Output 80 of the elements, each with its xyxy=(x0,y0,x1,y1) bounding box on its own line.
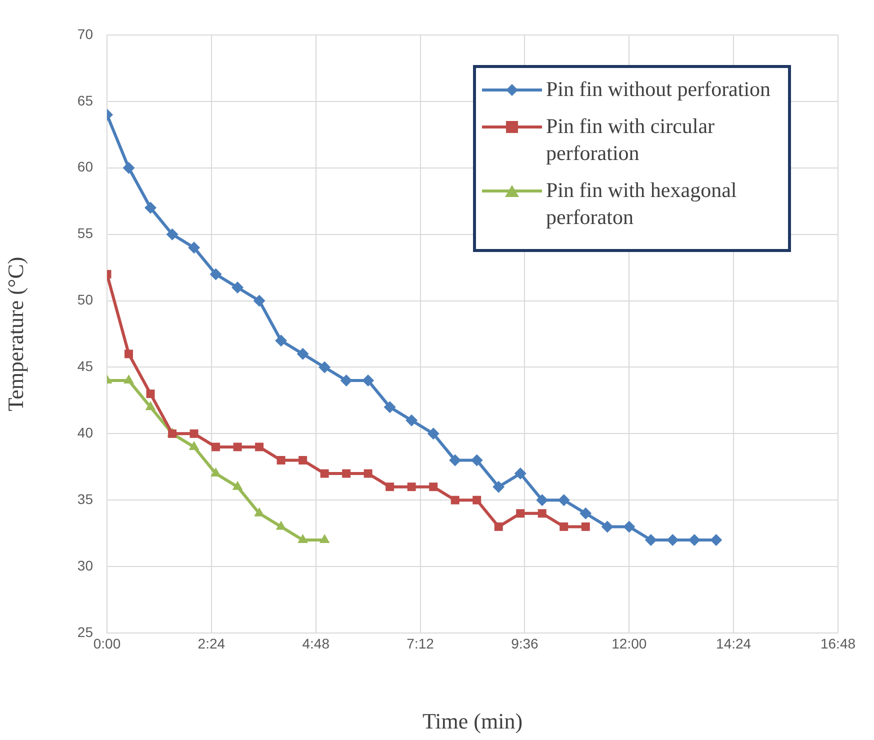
point xyxy=(254,507,264,516)
point xyxy=(429,482,438,492)
legend-label: Pin fin with circular perforation xyxy=(546,113,716,167)
y-tick-label: 30 xyxy=(77,557,94,574)
point xyxy=(232,480,243,490)
point xyxy=(233,442,242,452)
point xyxy=(558,494,570,506)
y-tick-label: 60 xyxy=(77,158,94,175)
y-tick-label: 45 xyxy=(77,358,94,374)
point xyxy=(362,374,374,387)
point xyxy=(470,454,483,466)
point xyxy=(427,428,440,440)
y-tick-label: 50 xyxy=(77,292,94,308)
point xyxy=(298,534,308,543)
point xyxy=(188,440,200,450)
point xyxy=(144,202,157,214)
point xyxy=(318,361,331,374)
point xyxy=(364,469,372,478)
point xyxy=(514,468,526,480)
point xyxy=(386,482,394,492)
point xyxy=(472,496,482,504)
point xyxy=(212,442,220,452)
y-tick-label: 65 xyxy=(77,92,94,108)
point xyxy=(450,496,460,504)
point xyxy=(166,228,178,240)
point xyxy=(146,390,155,398)
point xyxy=(449,454,462,466)
point xyxy=(538,509,546,518)
point xyxy=(210,268,222,280)
point xyxy=(188,242,200,254)
point xyxy=(516,509,525,518)
point xyxy=(623,520,636,533)
point xyxy=(190,429,198,438)
x-tick-label: 9:36 xyxy=(511,635,539,652)
point xyxy=(407,482,416,492)
point xyxy=(710,534,722,546)
x-axis-title: Time (min) xyxy=(422,708,523,734)
point xyxy=(276,456,286,464)
point xyxy=(296,348,309,360)
point xyxy=(494,522,503,531)
point xyxy=(124,374,134,384)
point xyxy=(580,507,592,520)
x-tick-label: 2:24 xyxy=(198,635,226,652)
y-tick-label: 55 xyxy=(77,225,94,242)
point xyxy=(536,494,548,506)
x-tick-label: 0:00 xyxy=(93,635,121,652)
legend-label: Pin fin with hexagonal perforaton xyxy=(546,177,738,231)
x-tick-label: 4:48 xyxy=(302,635,330,652)
y-tick-label: 70 xyxy=(77,26,94,42)
point xyxy=(384,401,396,414)
point xyxy=(122,162,135,174)
point xyxy=(340,374,352,387)
point xyxy=(253,294,266,307)
point xyxy=(276,520,286,530)
y-axis-title: Temperature (°C) xyxy=(2,256,28,412)
point xyxy=(298,456,308,464)
x-tick-label: 16:48 xyxy=(820,635,856,652)
point xyxy=(644,534,657,546)
point xyxy=(601,520,614,533)
point xyxy=(492,480,505,493)
y-tick-label: 40 xyxy=(77,424,94,441)
point xyxy=(319,534,330,543)
y-tick-label: 35 xyxy=(77,490,94,507)
point xyxy=(124,350,133,358)
point xyxy=(145,401,156,410)
point xyxy=(560,522,568,531)
point xyxy=(581,522,590,531)
point xyxy=(342,469,351,478)
point xyxy=(210,468,221,477)
x-tick-label: 12:00 xyxy=(612,635,647,652)
legend-label: Pin fin without perforation xyxy=(546,76,771,103)
point xyxy=(255,442,264,452)
x-tick-label: 7:12 xyxy=(406,635,434,652)
x-tick-label: 14:24 xyxy=(716,635,752,652)
y-tick-label: 25 xyxy=(77,624,94,640)
point xyxy=(666,534,679,546)
point xyxy=(320,469,329,478)
point xyxy=(232,281,244,294)
point xyxy=(275,334,288,347)
point xyxy=(406,414,418,426)
